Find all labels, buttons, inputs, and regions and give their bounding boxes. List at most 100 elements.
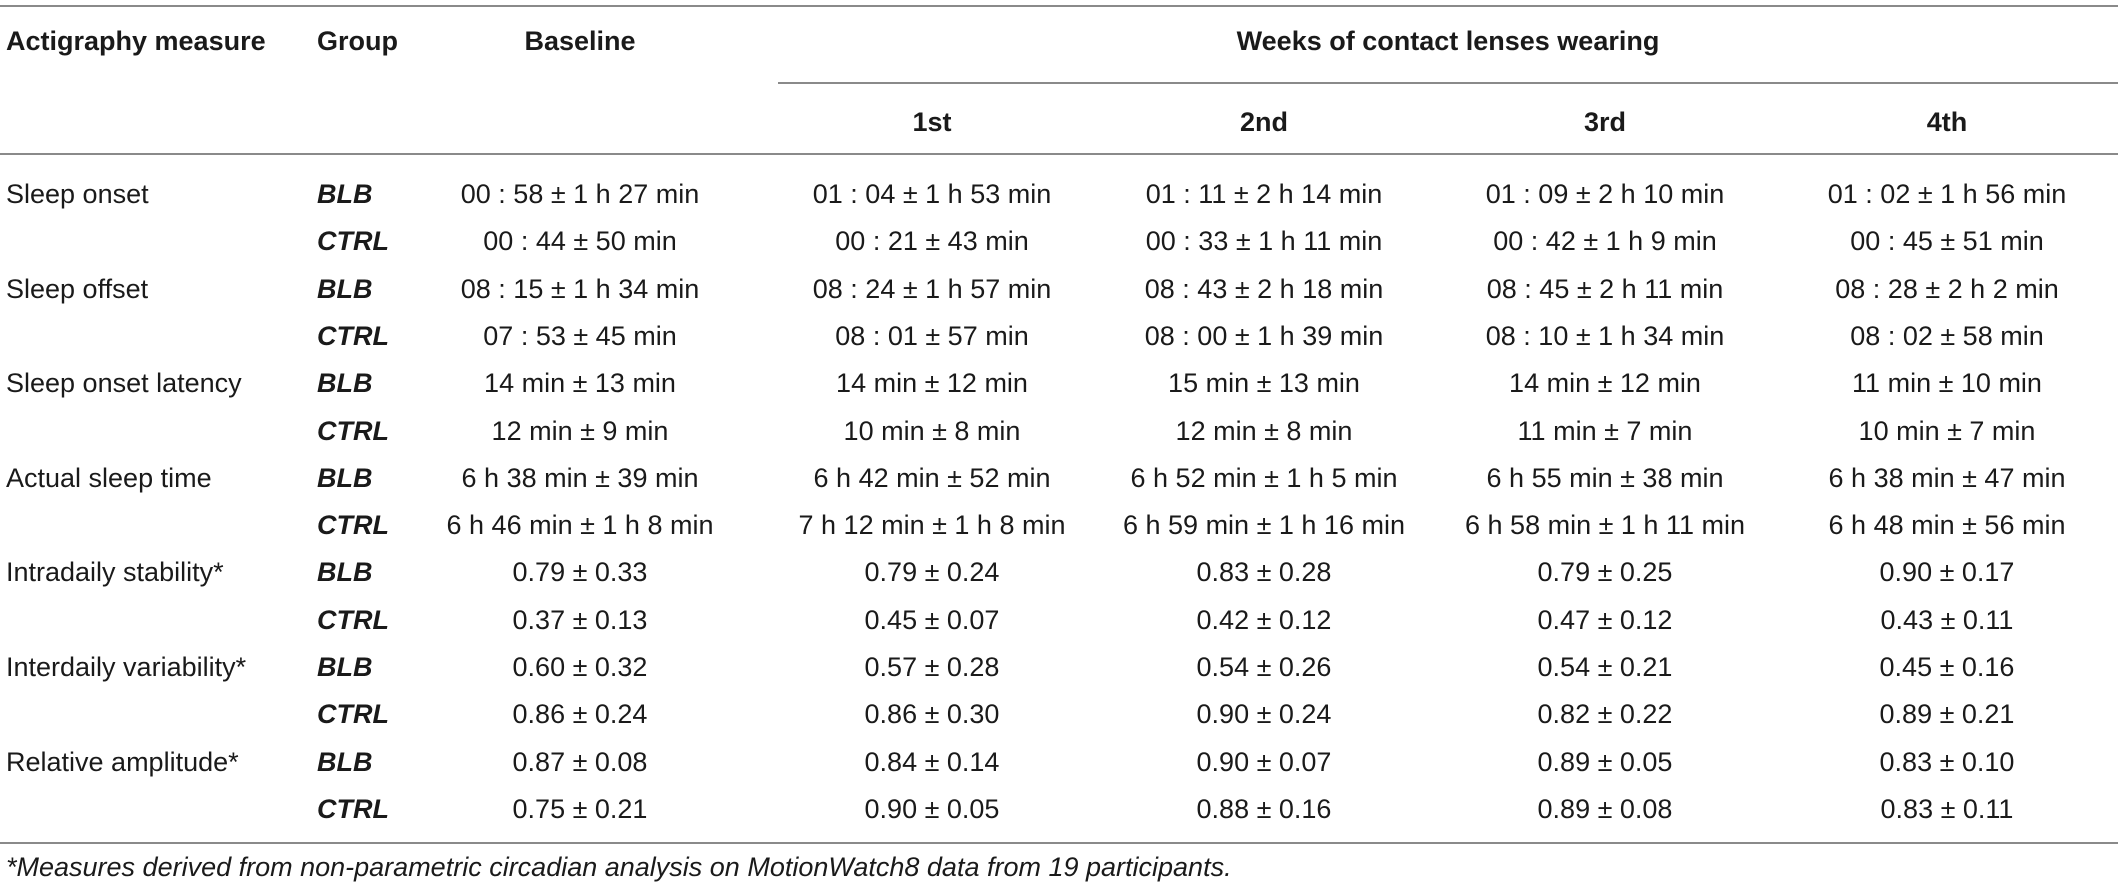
cell-week-1: 0.79 ± 0.24 [864,557,1000,587]
cell-baseline: 07 : 53 ± 45 min [483,321,677,351]
cell-week-1: 10 min ± 8 min [843,416,1021,446]
cell-week-3: 6 h 55 min ± 38 min [1486,463,1724,493]
row-group-label: CTRL [317,605,389,635]
cell-week-2: 0.90 ± 0.07 [1196,747,1332,777]
header-week-2nd: 2nd [1239,107,1288,137]
cell-baseline: 0.75 ± 0.21 [512,794,648,824]
cell-week-2: 0.54 ± 0.26 [1196,652,1332,682]
cell-baseline: 6 h 46 min ± 1 h 8 min [446,510,714,540]
cell-baseline: 00 : 58 ± 1 h 27 min [460,179,700,209]
cell-week-1: 00 : 21 ± 43 min [835,226,1029,256]
cell-week-2: 0.90 ± 0.24 [1196,699,1332,729]
cell-week-3: 14 min ± 12 min [1509,368,1701,398]
row-group-label: BLB [317,274,373,304]
cell-week-1: 0.84 ± 0.14 [864,747,1000,777]
row-group-label: BLB [317,179,373,209]
row-group-label: BLB [317,557,373,587]
cell-week-3: 0.47 ± 0.12 [1537,605,1673,635]
header-bottom-rule [0,153,2118,155]
cell-week-3: 0.82 ± 0.22 [1537,699,1673,729]
cell-week-2: 08 : 00 ± 1 h 39 min [1144,321,1384,351]
cell-week-3: 0.89 ± 0.08 [1537,794,1673,824]
cell-baseline: 0.37 ± 0.13 [512,605,648,635]
cell-baseline: 0.86 ± 0.24 [512,699,648,729]
row-group-label: CTRL [317,226,389,256]
header-group: Group [317,26,398,56]
cell-week-3: 08 : 10 ± 1 h 34 min [1485,321,1725,351]
cell-week-4: 08 : 02 ± 58 min [1850,321,2044,351]
cell-week-1: 6 h 42 min ± 52 min [813,463,1051,493]
cell-week-1: 08 : 01 ± 57 min [835,321,1029,351]
cell-baseline: 08 : 15 ± 1 h 34 min [460,274,700,304]
cell-week-4: 10 min ± 7 min [1858,416,2036,446]
table-bottom-rule [0,842,2118,844]
header-actigraphy-measure: Actigraphy measure [6,26,266,56]
cell-week-3: 0.79 ± 0.25 [1537,557,1673,587]
cell-week-4: 08 : 28 ± 2 h 2 min [1835,274,2059,304]
cell-week-4: 0.43 ± 0.11 [1880,605,2014,635]
cell-baseline: 0.60 ± 0.32 [512,652,648,682]
cell-week-3: 11 min ± 7 min [1517,416,1693,446]
cell-week-4: 0.83 ± 0.11 [1880,794,2014,824]
cell-baseline: 0.87 ± 0.08 [512,747,648,777]
cell-week-2: 0.88 ± 0.16 [1196,794,1332,824]
cell-week-4: 0.89 ± 0.21 [1879,699,2015,729]
row-measure-label: Sleep offset [6,274,149,304]
cell-baseline: 12 min ± 9 min [491,416,669,446]
cell-week-3: 0.89 ± 0.05 [1537,747,1673,777]
cell-week-2: 08 : 43 ± 2 h 18 min [1144,274,1384,304]
row-group-label: BLB [317,652,373,682]
cell-baseline: 0.79 ± 0.33 [512,557,648,587]
row-group-label: BLB [317,368,373,398]
row-group-label: CTRL [317,699,389,729]
row-group-label: CTRL [317,510,389,540]
cell-week-4: 01 : 02 ± 1 h 56 min [1827,179,2067,209]
cell-week-2: 15 min ± 13 min [1168,368,1360,398]
cell-week-3: 00 : 42 ± 1 h 9 min [1493,226,1717,256]
cell-baseline: 14 min ± 13 min [484,368,676,398]
header-week-4th: 4th [1926,107,1968,137]
header-baseline: Baseline [524,26,636,56]
cell-week-2: 0.83 ± 0.28 [1196,557,1332,587]
cell-baseline: 6 h 38 min ± 39 min [461,463,699,493]
cell-week-4: 0.83 ± 0.10 [1879,747,2015,777]
header-week-1st: 1st [912,107,952,137]
row-group-label: BLB [317,747,373,777]
cell-week-1: 08 : 24 ± 1 h 57 min [812,274,1052,304]
cell-week-1: 0.90 ± 0.05 [864,794,1000,824]
row-group-label: CTRL [317,321,389,351]
cell-week-2: 0.42 ± 0.12 [1196,605,1332,635]
row-measure-label: Sleep onset [6,179,149,209]
row-measure-label: Intradaily stability* [6,557,224,587]
cell-week-1: 14 min ± 12 min [836,368,1028,398]
cell-week-4: 11 min ± 10 min [1852,368,2042,398]
cell-week-1: 0.57 ± 0.28 [864,652,1000,682]
cell-week-3: 08 : 45 ± 2 h 11 min [1486,274,1724,304]
cell-week-4: 0.90 ± 0.17 [1879,557,2015,587]
cell-week-4: 00 : 45 ± 51 min [1850,226,2044,256]
cell-week-4: 6 h 38 min ± 47 min [1828,463,2066,493]
weeks-span-rule [778,82,2118,84]
cell-week-2: 6 h 59 min ± 1 h 16 min [1123,510,1405,540]
cell-week-1: 7 h 12 min ± 1 h 8 min [798,510,1066,540]
header-weeks-span: Weeks of contact lenses wearing [1236,26,1660,56]
row-measure-label: Actual sleep time [6,463,212,493]
cell-week-3: 01 : 09 ± 2 h 10 min [1485,179,1725,209]
cell-week-2: 12 min ± 8 min [1175,416,1353,446]
header-week-3rd: 3rd [1583,107,1627,137]
cell-week-3: 6 h 58 min ± 1 h 11 min [1465,510,1745,540]
cell-week-4: 6 h 48 min ± 56 min [1828,510,2066,540]
row-group-label: CTRL [317,416,389,446]
cell-week-2: 6 h 52 min ± 1 h 5 min [1130,463,1398,493]
cell-week-3: 0.54 ± 0.21 [1537,652,1673,682]
cell-week-1: 01 : 04 ± 1 h 53 min [812,179,1052,209]
cell-week-1: 0.45 ± 0.07 [864,605,1000,635]
cell-week-4: 0.45 ± 0.16 [1879,652,2015,682]
row-measure-label: Sleep onset latency [6,368,242,398]
row-group-label: BLB [317,463,373,493]
cell-week-2: 01 : 11 ± 2 h 14 min [1145,179,1383,209]
cell-week-1: 0.86 ± 0.30 [864,699,1000,729]
row-group-label: CTRL [317,794,389,824]
table-footnote: *Measures derived from non-parametric ci… [6,852,1232,882]
cell-baseline: 00 : 44 ± 50 min [483,226,677,256]
